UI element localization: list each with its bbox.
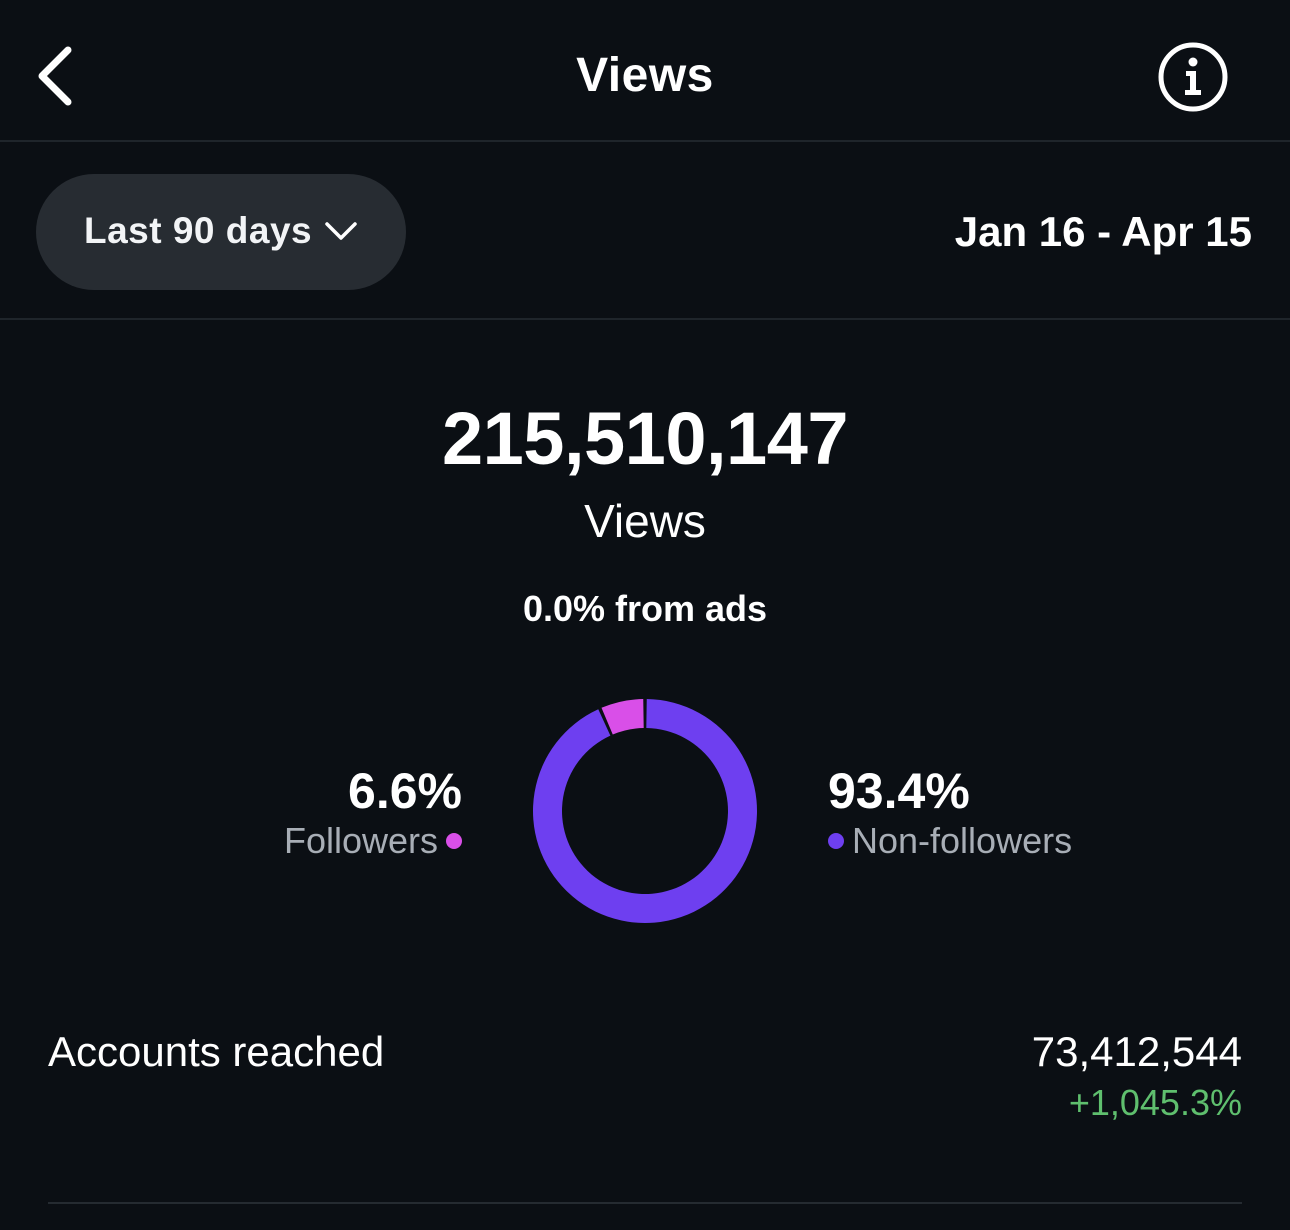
accounts-reached-change: +1,045.3% bbox=[1068, 1082, 1242, 1123]
followers-dot-icon bbox=[446, 833, 462, 849]
followers-percent: 6.6% bbox=[348, 763, 462, 819]
ads-percentage: 0.0% from ads bbox=[522, 588, 768, 629]
accounts-reached-label: Accounts reached bbox=[48, 1028, 385, 1075]
date-range-dropdown-label: Last 90 days bbox=[84, 210, 313, 251]
non-followers-dot-icon bbox=[828, 833, 844, 849]
date-range-text: Jan 16 - Apr 15 bbox=[954, 208, 1252, 255]
non-followers-percent: 93.4% bbox=[828, 763, 970, 819]
info-button[interactable] bbox=[1156, 40, 1230, 114]
followers-slice bbox=[601, 699, 644, 735]
date-range-dropdown[interactable]: Last 90 days bbox=[36, 174, 406, 290]
non-followers-legend: Non-followers bbox=[828, 820, 1072, 862]
accounts-reached-row[interactable]: Accounts reached 73,412,544 +1,045.3% bbox=[48, 1026, 1242, 1126]
followers-legend: Followers bbox=[284, 820, 462, 862]
non-followers-legend-label: Non-followers bbox=[852, 820, 1073, 861]
total-views-caption: Views bbox=[584, 495, 706, 547]
page-title: Views bbox=[576, 49, 714, 102]
section-divider bbox=[48, 1202, 1242, 1204]
date-filter-bar: Last 90 days Jan 16 - Apr 15 bbox=[0, 142, 1290, 320]
accounts-reached-value: 73,412,544 bbox=[1031, 1028, 1242, 1075]
top-bar: Views bbox=[0, 0, 1290, 142]
followers-donut-chart bbox=[533, 699, 758, 923]
chevron-left-icon bbox=[38, 46, 72, 106]
chevron-down-icon bbox=[325, 222, 357, 240]
followers-legend-label: Followers bbox=[283, 820, 438, 861]
info-circle-icon bbox=[1158, 42, 1228, 112]
total-views-value: 215,510,147 bbox=[441, 397, 849, 480]
back-button[interactable] bbox=[30, 40, 90, 110]
non-followers-slice bbox=[533, 699, 758, 923]
